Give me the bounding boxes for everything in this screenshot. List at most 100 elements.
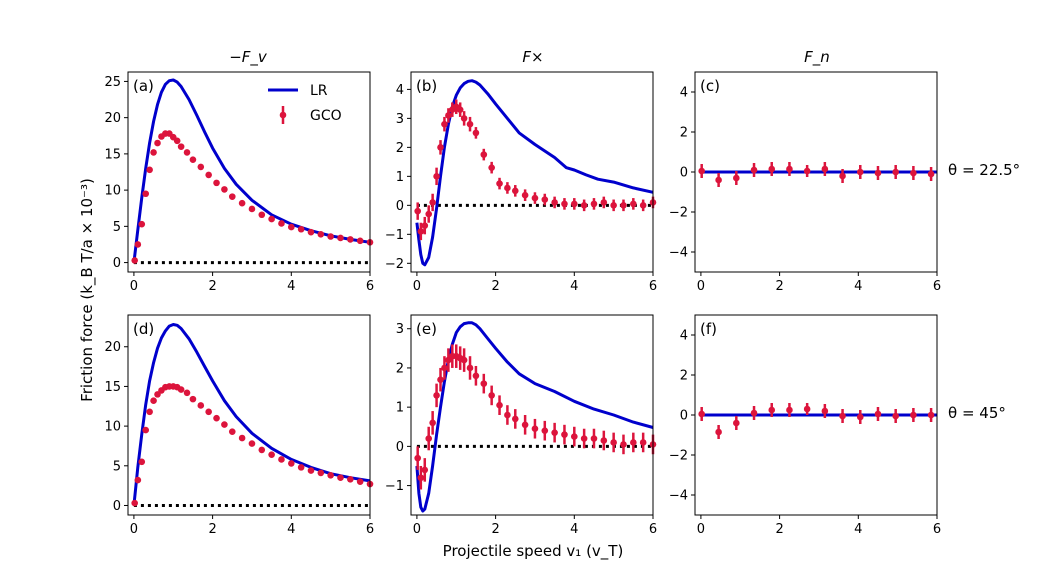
gco-point — [551, 199, 558, 206]
gco-point — [205, 408, 212, 416]
panel-label: (f) — [700, 320, 717, 338]
gco-point — [580, 435, 588, 442]
gco-point — [441, 364, 448, 372]
gco-point — [288, 223, 295, 231]
gco-point — [183, 149, 191, 156]
gco-point — [146, 408, 153, 416]
gco-point — [221, 421, 228, 428]
gco-point — [228, 428, 236, 435]
gco-point — [317, 469, 325, 477]
gco-point — [750, 166, 758, 174]
y-tick-label: 15 — [104, 380, 121, 395]
gco-point — [768, 165, 776, 173]
gco-point — [307, 467, 315, 474]
gco-point — [131, 499, 138, 507]
y-tick-label: 25 — [104, 75, 121, 90]
x-tick-label: 0 — [697, 279, 705, 294]
gco-point — [297, 225, 305, 233]
gco-point — [221, 186, 228, 193]
gco-point — [590, 435, 598, 442]
gco-point — [786, 165, 793, 173]
gco-point — [600, 437, 608, 444]
y-tick-label: −4 — [669, 246, 688, 261]
y-tick-label: 10 — [104, 420, 121, 435]
gco-point — [268, 215, 275, 223]
gco-point — [768, 406, 776, 414]
x-tick-label: 2 — [491, 522, 499, 537]
gco-point — [531, 194, 539, 202]
gco-point — [496, 180, 503, 187]
gco-point — [561, 200, 568, 208]
panel-label: (d) — [133, 320, 154, 338]
y-tick-label: 4 — [680, 329, 688, 344]
gco-point — [258, 446, 266, 454]
y-tick-label: 0 — [396, 440, 404, 455]
gco-point — [472, 129, 480, 137]
x-tick-label: 6 — [366, 279, 374, 294]
x-tick-label: 4 — [854, 279, 862, 294]
panel-a: 0 2 4 6 0 5 10 15 20 25 (a) LR GCO — [104, 71, 374, 294]
gco-point — [821, 407, 829, 415]
lr-curve — [415, 79, 654, 267]
panel-label: (e) — [416, 320, 437, 338]
gco-point — [437, 376, 444, 384]
panel-c: 0 2 4 6 −4 −2 0 2 4 (c) — [669, 71, 941, 294]
y-tick-label: 2 — [680, 126, 688, 141]
gco-point — [238, 199, 246, 207]
axes-frame — [127, 71, 371, 273]
gco-point — [460, 115, 468, 122]
gco-point — [511, 415, 519, 423]
x-tick-label: 6 — [933, 279, 941, 294]
x-tick-label: 4 — [570, 279, 578, 294]
gco-point — [466, 120, 474, 128]
gco-point — [142, 190, 150, 198]
panel-label: (b) — [416, 77, 437, 95]
gco-point — [910, 411, 917, 419]
gco-point — [630, 439, 637, 446]
y-tick-label: 2 — [396, 361, 404, 376]
y-tick-label: −2 — [385, 257, 404, 272]
gco-point — [698, 410, 705, 418]
gco-point — [433, 173, 440, 180]
gco-point — [480, 151, 488, 158]
x-tick-label: 2 — [775, 522, 783, 537]
gco-point — [803, 405, 811, 413]
gco-point — [521, 191, 529, 199]
gco-point — [488, 164, 495, 171]
gco-point — [715, 176, 722, 184]
gco-point — [138, 458, 146, 466]
gco-point — [189, 156, 197, 163]
gco-point — [910, 169, 917, 177]
gco-point — [445, 112, 452, 119]
gco-point — [541, 427, 549, 434]
gco-point — [496, 401, 503, 409]
lr-curve — [132, 323, 371, 506]
y-tick-label: 0 — [113, 256, 121, 271]
gco-point — [414, 454, 421, 462]
y-tick-label: 1 — [396, 401, 404, 416]
gco-point — [297, 464, 305, 471]
gco-point — [511, 187, 519, 195]
gco-point — [150, 397, 157, 405]
gco-point — [177, 386, 185, 393]
gco-point — [278, 220, 285, 227]
gco-point — [347, 475, 354, 483]
gco-point — [856, 413, 864, 421]
gco-point — [466, 364, 474, 372]
panel-e: 0 2 4 6 −1 0 1 2 3 (e) — [385, 314, 657, 537]
row-label-theta-45: θ = 45° — [948, 404, 1006, 422]
lr-curve — [132, 78, 371, 263]
gco-point — [571, 433, 578, 440]
column-title-fv: −F_v — [229, 48, 268, 67]
y-tick-label: 5 — [113, 220, 121, 235]
gco-point — [531, 425, 539, 433]
y-tick-label: −4 — [669, 489, 688, 504]
gco-point — [480, 380, 488, 387]
gco-point — [580, 202, 588, 209]
panel-label: (a) — [133, 77, 154, 95]
y-tick-label: 3 — [396, 112, 404, 127]
gco-point — [183, 389, 191, 397]
y-tick-label: 0 — [680, 166, 688, 181]
gco-point — [131, 257, 138, 264]
x-tick-label: 0 — [697, 522, 705, 537]
